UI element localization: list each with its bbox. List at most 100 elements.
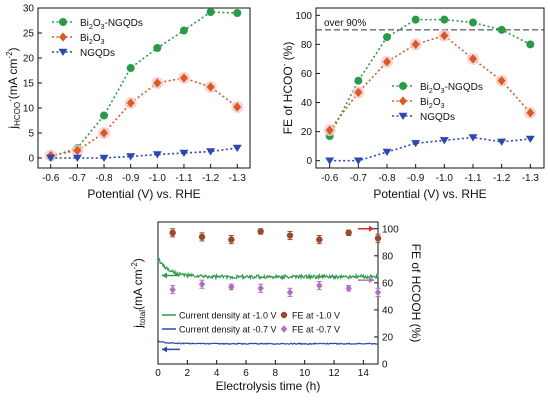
x-tick-label: 10 [299,368,311,379]
label-part: 2 [429,103,433,110]
data-point [411,140,421,148]
x-tick-label: -0.7 [69,173,87,184]
fe-point [286,288,294,297]
x-tick-label: -1.2 [202,173,220,184]
x-tick-label: 6 [243,368,249,379]
data-point [525,135,535,143]
fe-point [316,236,323,243]
fe-point [198,233,206,241]
y-right-tick-label: 80 [382,251,394,262]
y-tick-label: 10 [23,104,35,115]
y-tick-label: 40 [301,98,313,109]
data-point [126,98,135,108]
fe-point [169,285,176,294]
legend-marker [58,48,68,56]
label-part: Bi [80,33,89,44]
label-part: 2 [89,39,93,46]
data-point [72,154,82,162]
x-tick-label: 4 [214,368,220,379]
label-part: - [6,99,15,102]
label-part: 3 [441,88,445,95]
axis-arrow-head [162,346,167,353]
y-right-axis-label: FE of HCOOH (%) [409,244,423,343]
legend-entry: Current density at -0.7 V [179,325,277,335]
label-part: O [93,18,101,29]
y-tick-label: 5 [28,129,34,140]
data-point [153,44,162,52]
fe-point [228,283,235,291]
chart-partial-current-density: -0.6 -0.7 -0.8 -0.9 -1.0 -1.1 -1.2 -1.3 0 5 10 15 20… [5,4,251,201]
y-right-tick-label: 40 [382,305,394,316]
data-point [497,25,506,34]
x-tick-label: -0.8 [95,173,113,184]
label-part: 3 [441,103,445,110]
data-point [440,15,449,24]
x-tick-label: -0.6 [42,173,60,184]
legend-marker [399,96,407,106]
label-part: -2 [130,262,139,270]
label-part: -NGQDs [445,82,483,93]
x-tick-label: -1.1 [464,173,482,184]
label-part: Bi [80,18,89,29]
data-point [233,9,242,17]
legend-entry: FE at -1.0 V [292,311,340,321]
x-tick-label: -0.9 [122,173,140,184]
x-tick-label: -0.9 [407,173,425,184]
x-tick-label: -1.0 [436,173,454,184]
x-tick-label: -1.1 [175,173,193,184]
current-density-trace [157,340,379,346]
data-point [468,134,478,142]
y-tick-label: 25 [23,29,35,40]
label-part: (%) [281,42,295,64]
fe-point [286,232,294,239]
data-point [233,102,242,112]
legend-marker [399,82,407,90]
label-part: ) [6,47,20,51]
y-right-tick-label: 60 [382,278,394,289]
fe-point [198,280,206,289]
data-point [354,87,363,97]
data-point [152,151,162,159]
label-part: j [6,126,20,130]
x-tick-label: -1.3 [229,173,247,184]
data-point [179,26,188,35]
x-tick-label: 2 [185,368,191,379]
fe-point [345,284,352,293]
label-part: O [93,33,101,44]
legend-marker [59,18,67,26]
x-axis-label: Potential (V) vs. RHE [87,187,200,201]
label-part: (mA cm [6,59,20,100]
data-point [383,57,392,67]
legend-marker [280,311,288,319]
label-part: - [280,63,289,66]
plot-frame [315,7,545,169]
label-part: (mA cm [131,269,145,310]
data-point [100,128,109,138]
fe-point [257,284,264,293]
y-axis-label: jHCOO-(mA cm-2) [5,47,22,129]
y-right-tick-label: 100 [382,224,399,235]
x-tick-label: -0.8 [378,173,396,184]
data-point [126,153,136,161]
data-point [440,31,449,41]
data-point [100,111,109,120]
label-part: 2 [89,24,93,31]
label-part: O [433,82,441,93]
fe-point [228,236,235,243]
x-tick-label: -1.3 [522,173,540,184]
axis-arrow-head [369,225,374,232]
data-point [439,137,449,145]
y-axis-label: FE of HCOO- (%) [280,42,295,135]
fe-point [169,229,176,237]
data-point [325,125,334,135]
legend-marker [280,325,288,333]
label-part: HCOO [13,102,22,126]
chart-faradaic-efficiency: -0.6 -0.7 -0.8 -0.9 -1.0 -1.1 -1.2 -1.3 0 20 40 60 8… [280,7,545,201]
legend-entry: NGQDs [420,112,455,123]
fe-point [345,229,352,237]
chart-stability-test: 0 2 4 6 8 10 12 14 Electrolysis time (h) 0 20 40 60 8… [130,221,423,393]
data-point [526,108,535,118]
data-point [126,64,135,72]
label-part: 3 [101,39,105,46]
